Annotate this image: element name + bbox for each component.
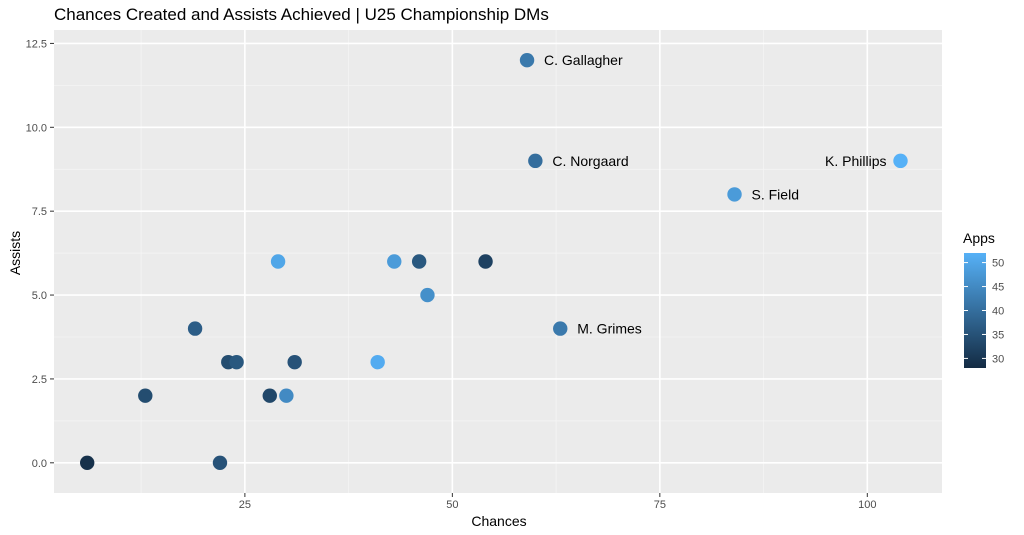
y-tick-label: 2.5: [32, 374, 47, 386]
point-label: S. Field: [752, 186, 799, 202]
minor-gridlines: [54, 30, 942, 493]
legend-ticks: 30 35 40 45 50: [964, 258, 1004, 365]
scatter-point: [727, 187, 742, 202]
legend-tick-label: 30: [992, 353, 1004, 365]
legend-tick-label: 40: [992, 306, 1004, 318]
scatter-point: [229, 354, 244, 370]
y-tick-label: 10.0: [26, 122, 47, 134]
point-label: K. Phillips: [825, 153, 886, 169]
y-tick-label: 7.5: [32, 206, 47, 218]
scatter-point: [212, 455, 228, 471]
scatter-point: [411, 254, 427, 269]
data-points: [79, 52, 908, 471]
point-label: C. Gallagher: [544, 52, 623, 68]
point-label: M. Grimes: [577, 321, 642, 337]
scatter-point: [287, 354, 302, 370]
color-legend: Apps 30 35 40 45 50: [963, 230, 1004, 368]
scatter-point: [519, 52, 535, 68]
y-tick-label: 12.5: [26, 38, 47, 50]
legend-colorbar: [964, 253, 986, 368]
legend-tick-label: 50: [992, 258, 1004, 270]
scatter-point: [138, 388, 153, 403]
x-tick-label: 50: [446, 499, 458, 511]
y-axis-title: Assists: [7, 231, 23, 275]
scatter-point: [893, 153, 908, 169]
legend-tick-label: 35: [992, 329, 1004, 341]
scatter-point: [79, 455, 95, 471]
scatter-point: [387, 254, 402, 269]
y-tick-label: 0.0: [32, 458, 47, 470]
x-tick-label: 75: [654, 499, 666, 511]
scatter-point: [279, 388, 294, 403]
x-axis-ticks: 25 50 75 100: [239, 493, 876, 511]
scatter-point: [553, 321, 568, 336]
y-tick-label: 5.0: [32, 290, 47, 302]
x-tick-label: 25: [239, 499, 251, 511]
x-axis-title: Chances: [471, 513, 526, 529]
plot-panel: [54, 30, 942, 493]
major-gridlines: [54, 30, 942, 493]
scatter-point: [262, 388, 277, 403]
scatter-point: [187, 321, 203, 336]
point-labels: C. Gallagher C. Norgaard K. Phillips S. Fie…: [544, 52, 886, 336]
x-tick-label: 100: [858, 499, 876, 511]
scatter-point: [370, 354, 385, 370]
point-label: C. Norgaard: [552, 153, 628, 169]
scatter-point: [270, 254, 286, 269]
legend-tick-label: 45: [992, 282, 1004, 294]
chart-title: Chances Created and Assists Achieved | U…: [54, 5, 549, 24]
scatter-point: [478, 254, 493, 269]
legend-title: Apps: [963, 230, 995, 246]
y-axis-ticks: 0.0 2.5 5.0 7.5 10.0 12.5: [26, 38, 54, 470]
scatter-point: [528, 153, 543, 169]
scatter-point: [420, 287, 435, 303]
